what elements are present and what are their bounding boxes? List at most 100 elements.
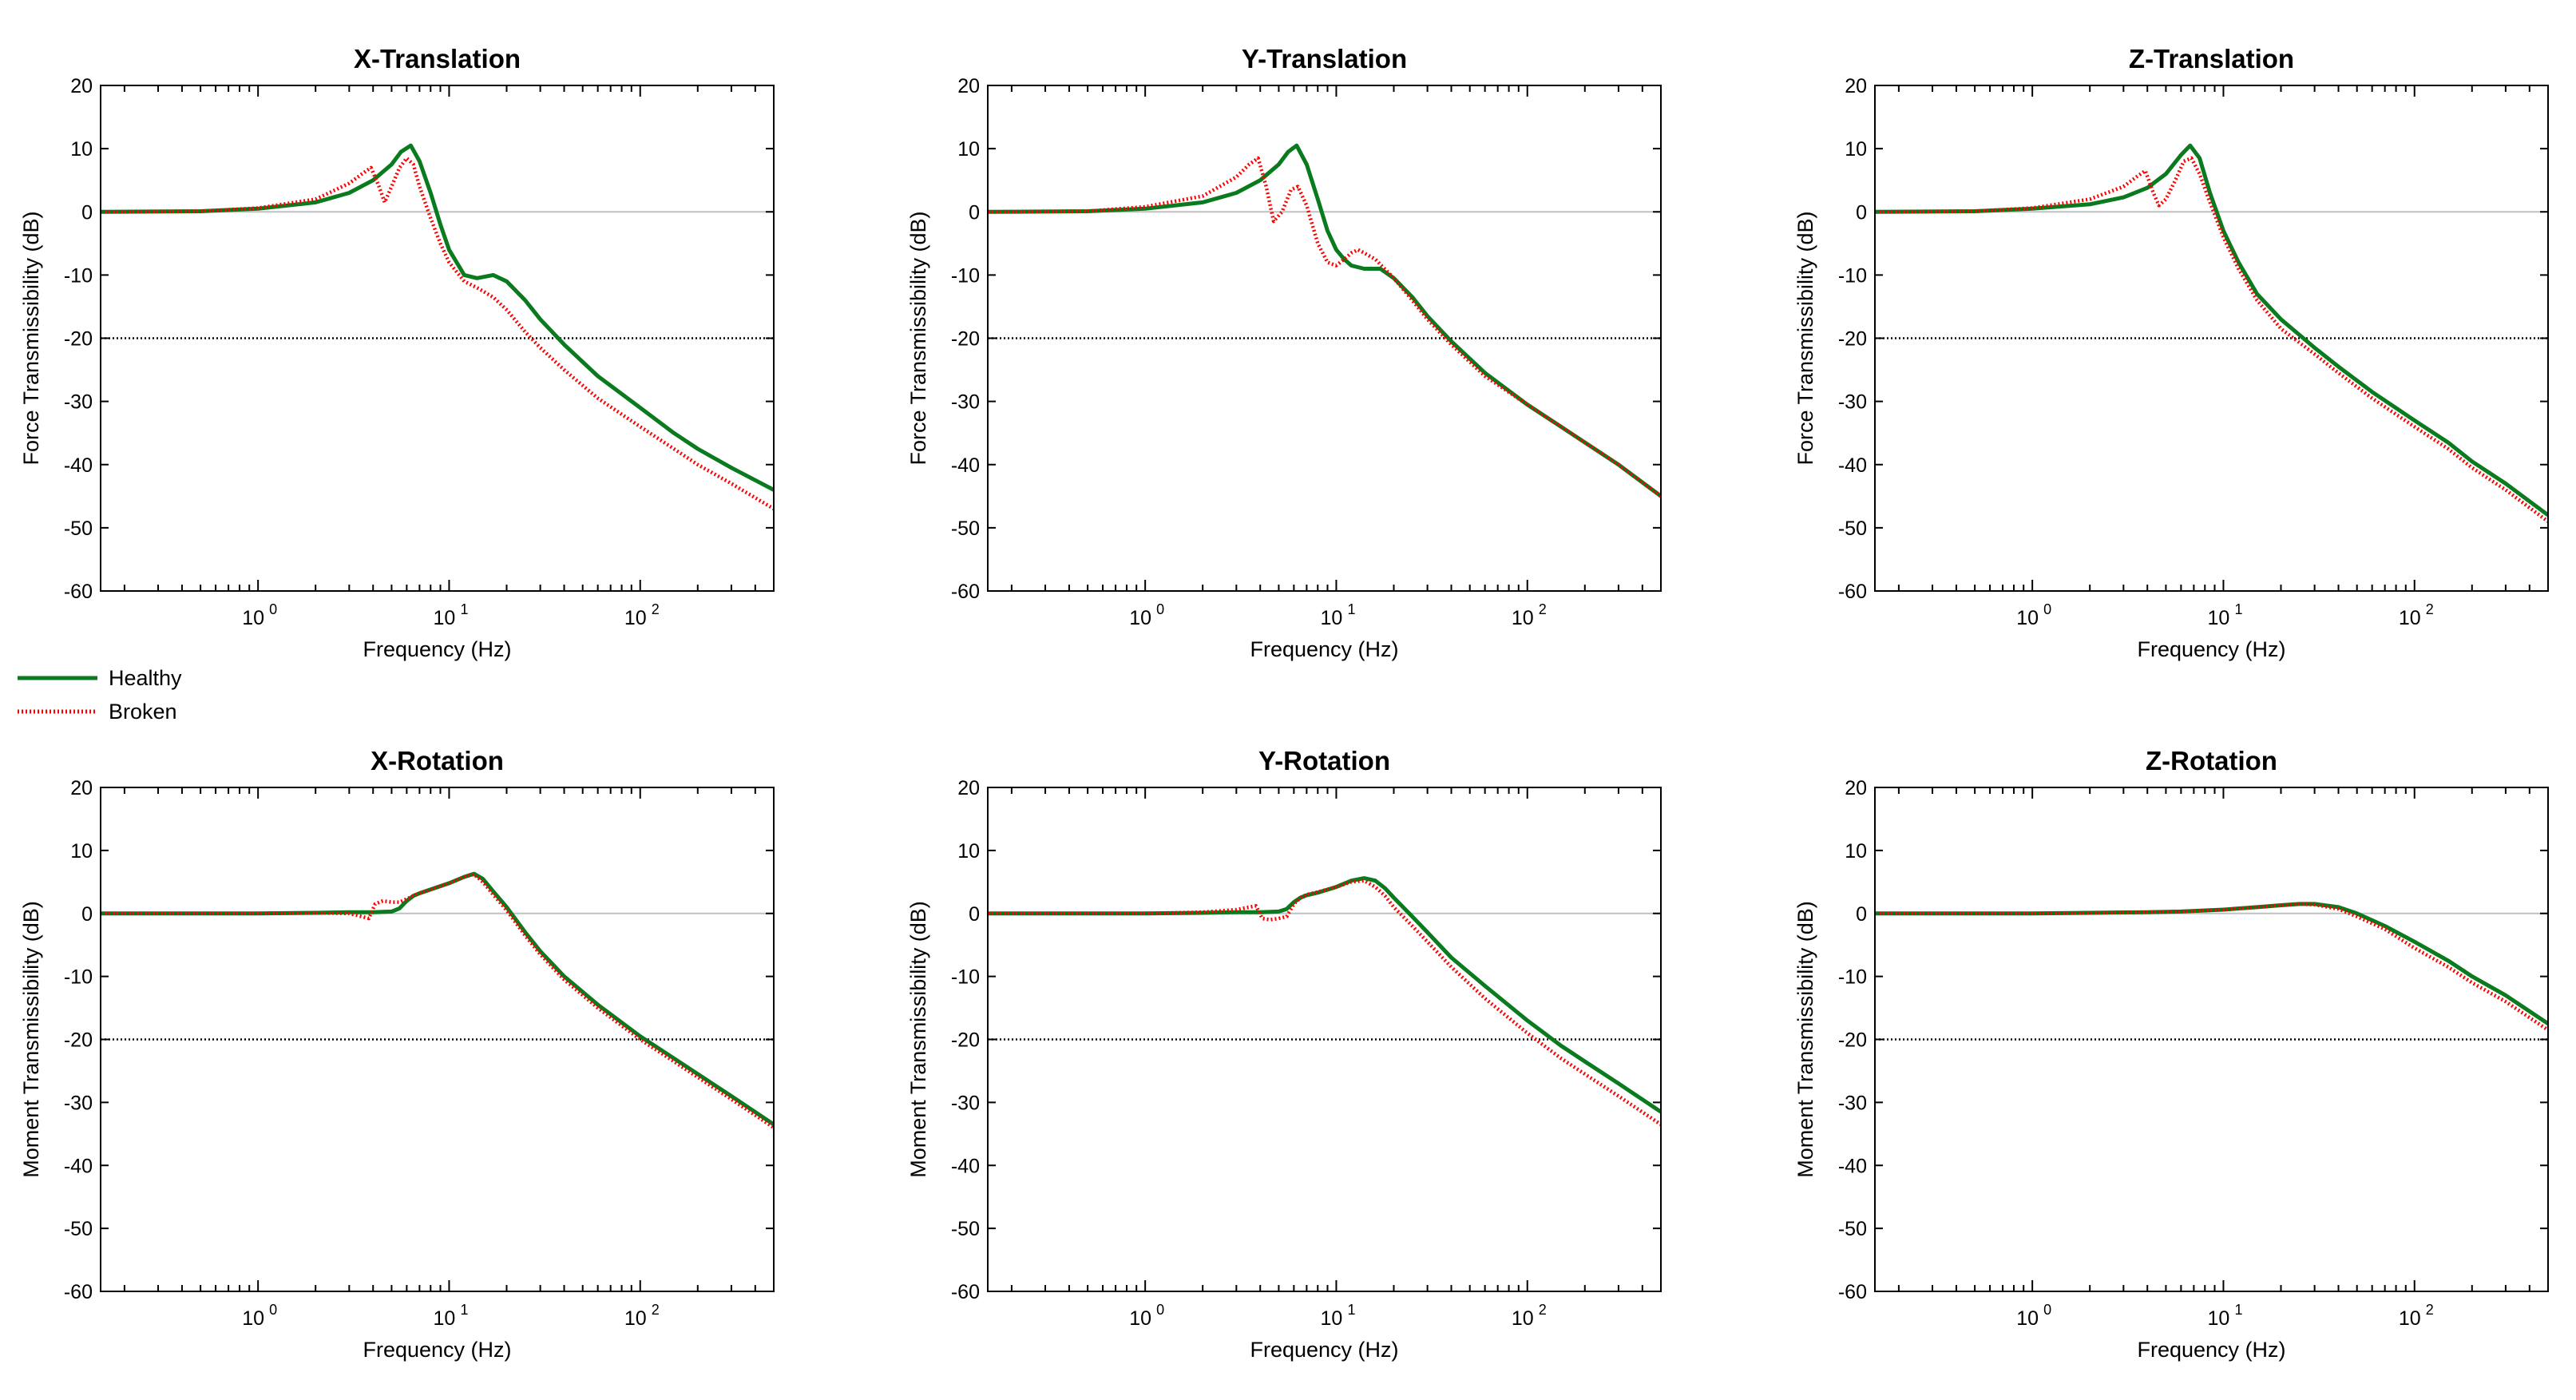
- y-tick-label: -60: [951, 581, 980, 603]
- y-tick-label: -40: [64, 1155, 93, 1177]
- x-tick-label: 10: [1321, 607, 1343, 629]
- x-tick-label: 10: [2399, 1307, 2421, 1330]
- y-tick-label: 10: [957, 840, 980, 863]
- chart-title: Z-Translation: [2129, 44, 2294, 73]
- y-tick-label: -20: [1838, 1029, 1867, 1052]
- series-line-broken: [1875, 902, 2548, 1032]
- legend-swatch-broken: [18, 706, 97, 717]
- x-tick-label: 10: [242, 1307, 264, 1330]
- y-tick-label: 0: [81, 903, 93, 926]
- y-tick-label: -50: [64, 1218, 93, 1240]
- y-tick-label: 0: [969, 201, 980, 224]
- y-tick-label: 0: [1856, 903, 1867, 926]
- x-axis-label: Frequency (Hz): [1250, 1338, 1398, 1362]
- y-tick-label: -10: [64, 264, 93, 287]
- x-tick-label: 10: [2399, 607, 2421, 629]
- x-tick-label: 10: [434, 607, 456, 629]
- y-tick-label: -50: [951, 518, 980, 540]
- x-tick-label: 10: [242, 607, 264, 629]
- x-axis-label: Frequency (Hz): [2137, 1338, 2285, 1362]
- x-tick-label: 10: [624, 607, 647, 629]
- series-line-broken: [988, 878, 1661, 1126]
- y-tick-label: -40: [1838, 454, 1867, 477]
- y-axis-label: Moment Transmissibility (dB): [906, 901, 930, 1178]
- y-tick-label: -20: [951, 1029, 980, 1052]
- x-tick-label-exponent: 2: [2426, 1302, 2434, 1318]
- y-axis-label: Moment Transmissibility (dB): [1793, 901, 1817, 1178]
- x-tick-label: 10: [1129, 607, 1151, 629]
- y-tick-label: -60: [64, 581, 93, 603]
- series-line-broken: [1875, 156, 2548, 523]
- series-line-healthy: [988, 143, 1661, 498]
- y-tick-label: 10: [70, 138, 93, 161]
- x-tick-label: 10: [434, 1307, 456, 1330]
- y-tick-label: -10: [64, 966, 93, 989]
- y-axis-label: Force Transmissibility (dB): [1793, 211, 1817, 465]
- y-tick-label: -40: [951, 1155, 980, 1177]
- plot-frame: [1874, 787, 2549, 1292]
- y-tick-label: -20: [1838, 328, 1867, 351]
- y-tick-label: -20: [64, 1029, 93, 1052]
- x-tick-label-exponent: 0: [1156, 601, 1164, 617]
- x-tick-label-exponent: 1: [460, 601, 468, 617]
- x-tick-label-exponent: 1: [2234, 1302, 2242, 1318]
- y-tick-label: -30: [951, 391, 980, 414]
- y-tick-label: -40: [951, 454, 980, 477]
- x-tick-label-exponent: 2: [652, 1302, 660, 1318]
- x-tick-label-exponent: 2: [2426, 601, 2434, 617]
- x-tick-label-exponent: 1: [1347, 601, 1355, 617]
- y-tick-label: -30: [1838, 1092, 1867, 1114]
- y-tick-label: -10: [1838, 264, 1867, 287]
- chart-title: X-Translation: [354, 44, 521, 73]
- x-tick-label-exponent: 0: [2043, 1302, 2051, 1318]
- y-tick-label: -30: [64, 1092, 93, 1114]
- y-tick-label: -50: [1838, 518, 1867, 540]
- y-tick-label: 10: [1845, 138, 1867, 161]
- x-tick-label-exponent: 0: [1156, 1302, 1164, 1318]
- y-tick-label: -20: [951, 328, 980, 351]
- chart-title: Y-Rotation: [1258, 746, 1390, 775]
- x-tick-label-exponent: 2: [652, 601, 660, 617]
- y-tick-label: -50: [1838, 1218, 1867, 1240]
- y-axis-label: Moment Transmissibility (dB): [19, 901, 43, 1178]
- x-tick-label: 10: [1321, 1307, 1343, 1330]
- chart-title: Z-Rotation: [2146, 746, 2277, 775]
- plot-frame: [1874, 85, 2549, 592]
- y-tick-label: -30: [64, 391, 93, 414]
- x-tick-label: 10: [2208, 1307, 2230, 1330]
- series-line-healthy: [1875, 143, 2548, 518]
- chart-title: Y-Translation: [1242, 44, 1407, 73]
- y-tick-label: 20: [957, 777, 980, 799]
- plot-frame: [987, 787, 1662, 1292]
- y-axis-label: Force Transmissibility (dB): [19, 211, 43, 465]
- series-line-broken: [988, 156, 1661, 498]
- y-tick-label: 0: [81, 201, 93, 224]
- y-tick-label: -60: [64, 1281, 93, 1303]
- y-tick-label: 10: [70, 840, 93, 863]
- y-tick-label: -10: [1838, 966, 1867, 989]
- plot-frame: [100, 787, 775, 1292]
- y-tick-label: 20: [1845, 75, 1867, 97]
- series-line-healthy: [1875, 902, 2548, 1025]
- x-tick-label-exponent: 2: [1539, 601, 1547, 617]
- y-tick-label: -30: [951, 1092, 980, 1114]
- series-line-healthy: [101, 871, 774, 1127]
- x-tick-label-exponent: 0: [269, 601, 277, 617]
- y-tick-label: -20: [64, 328, 93, 351]
- x-tick-label: 10: [2016, 1307, 2039, 1330]
- y-tick-label: 20: [70, 777, 93, 799]
- x-tick-label-exponent: 0: [269, 1302, 277, 1318]
- y-tick-label: -50: [64, 518, 93, 540]
- y-tick-label: 20: [957, 75, 980, 97]
- legend-entry-healthy: Healthy: [18, 661, 182, 695]
- y-tick-label: 20: [70, 75, 93, 97]
- x-tick-label: 10: [1129, 1307, 1151, 1330]
- series-line-healthy: [988, 876, 1661, 1114]
- x-tick-label: 10: [2016, 607, 2039, 629]
- series-line-broken: [101, 872, 774, 1129]
